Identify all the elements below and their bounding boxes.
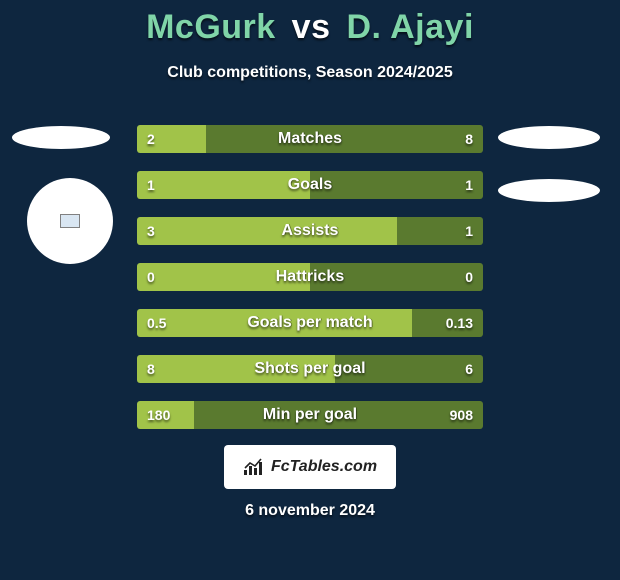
player1-name: McGurk (146, 8, 276, 46)
decor-ellipse-right-top (498, 126, 600, 149)
stat-bar-left (137, 401, 194, 429)
vs-text: vs (292, 8, 331, 46)
decor-ellipse-right-bottom (498, 179, 600, 202)
stat-row: Goals11 (137, 171, 483, 199)
stat-row: Goals per match0.50.13 (137, 309, 483, 337)
stat-bar-left (137, 263, 310, 291)
chart-icon (243, 458, 265, 476)
player1-flag-icon (60, 214, 80, 228)
stat-bar-left (137, 125, 206, 153)
stat-bar-right (310, 171, 483, 199)
stat-bar-left (137, 355, 335, 383)
subtitle: Club competitions, Season 2024/2025 (0, 64, 620, 82)
date-text: 6 november 2024 (0, 502, 620, 520)
comparison-title: McGurk vs D. Ajayi (0, 8, 620, 47)
stat-bar-left (137, 217, 397, 245)
stat-row: Matches28 (137, 125, 483, 153)
stat-bar-left (137, 171, 310, 199)
stat-bar-right (206, 125, 483, 153)
stat-bar-right (310, 263, 483, 291)
stat-bar-right (412, 309, 483, 337)
player1-profile-circle (27, 178, 113, 264)
stat-bar-right (335, 355, 483, 383)
stat-row: Shots per goal86 (137, 355, 483, 383)
brand-text: FcTables.com (271, 458, 377, 476)
comparison-bars: Matches28 Goals11 Assists31 Hattricks00 Goal… (137, 125, 483, 447)
stat-bar-left (137, 309, 412, 337)
stat-bar-right (397, 217, 484, 245)
brand-badge: FcTables.com (224, 445, 396, 489)
stat-row: Assists31 (137, 217, 483, 245)
decor-ellipse-left (12, 126, 110, 149)
stat-row: Min per goal180908 (137, 401, 483, 429)
stat-row: Hattricks00 (137, 263, 483, 291)
stat-bar-right (194, 401, 483, 429)
player2-name: D. Ajayi (346, 8, 473, 46)
